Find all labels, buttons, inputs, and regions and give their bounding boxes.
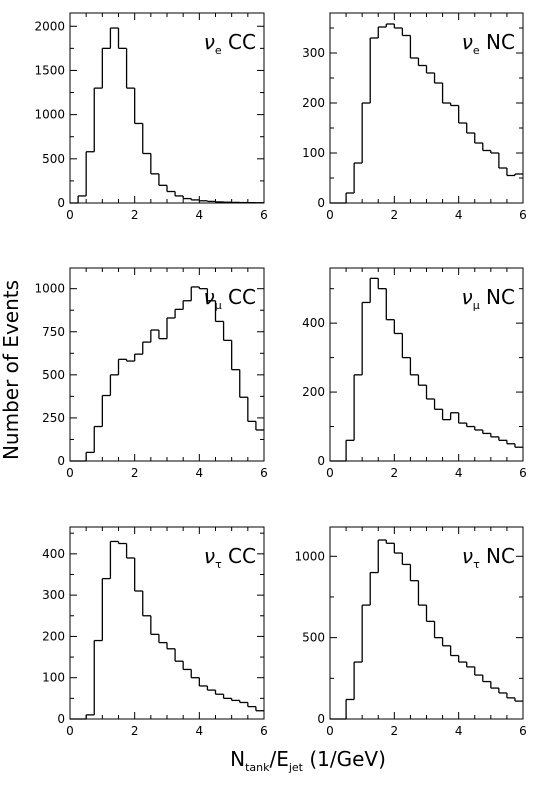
panel-label-type: NC — [480, 285, 515, 309]
panel-label-type: NC — [480, 30, 515, 54]
panel-label-flavor: e — [215, 44, 222, 57]
x-tick-label: 6 — [260, 466, 268, 480]
x-axis-title-sub2: jet — [288, 761, 304, 774]
panel-label-type: CC — [222, 30, 256, 54]
y-tick-label: 500 — [302, 631, 325, 645]
panel-label-type: CC — [222, 285, 256, 309]
panel-label-nu: ν — [462, 285, 473, 309]
panel-label-nu: ν — [462, 30, 473, 54]
x-tick-label: 0 — [66, 724, 74, 738]
y-tick-label: 1000 — [294, 549, 325, 563]
panel-label-flavor: μ — [215, 299, 222, 312]
x-tick-label: 6 — [260, 724, 268, 738]
x-tick-label: 4 — [455, 724, 463, 738]
x-tick-label: 2 — [391, 466, 399, 480]
x-tick-label: 2 — [131, 724, 139, 738]
x-tick-label: 6 — [519, 466, 527, 480]
y-tick-label: 750 — [42, 325, 65, 339]
x-tick-label: 4 — [455, 466, 463, 480]
x-tick-label: 2 — [391, 208, 399, 222]
panel-label: νe NC — [462, 30, 515, 57]
y-tick-label: 100 — [302, 146, 325, 160]
x-tick-label: 6 — [260, 208, 268, 222]
x-tick-label: 2 — [391, 724, 399, 738]
panel-label-nu: ν — [204, 30, 215, 54]
y-tick-label: 0 — [57, 454, 65, 468]
panel-label-nu: ν — [204, 285, 215, 309]
x-tick-label: 0 — [326, 208, 334, 222]
x-axis-title-tail: (1/GeV) — [303, 747, 386, 771]
y-axis-title: Number of Events — [0, 280, 23, 460]
x-tick-label: 0 — [66, 208, 74, 222]
panel-label: νμ CC — [204, 285, 256, 312]
panel-label: ντ CC — [204, 544, 256, 571]
y-tick-label: 500 — [42, 368, 65, 382]
x-axis-title: Ntank/Ejet (1/GeV) — [230, 747, 386, 774]
panel-label: νμ NC — [462, 285, 515, 312]
y-tick-label: 100 — [42, 671, 65, 685]
histogram-panel-6: 0 2 4 6 0 500 1000 ντ NC — [294, 526, 527, 738]
x-axis-title-mid: /E — [269, 747, 288, 771]
y-tick-label: 400 — [42, 547, 65, 561]
panel-label-flavor: μ — [473, 299, 480, 312]
y-tick-label: 2000 — [34, 19, 65, 33]
x-tick-label: 4 — [196, 208, 204, 222]
panel-label: νe CC — [204, 30, 256, 57]
y-tick-label: 0 — [317, 196, 325, 210]
x-tick-label: 0 — [326, 724, 334, 738]
panel-label-flavor: τ — [473, 558, 480, 571]
y-tick-label: 1000 — [34, 282, 65, 296]
y-tick-label: 1000 — [34, 108, 65, 122]
x-axis-title-sub1: tank — [245, 761, 270, 774]
y-tick-label: 250 — [42, 411, 65, 425]
y-tick-label: 200 — [42, 629, 65, 643]
x-tick-label: 6 — [519, 208, 527, 222]
x-tick-label: 2 — [131, 466, 139, 480]
y-tick-label: 0 — [317, 454, 325, 468]
y-tick-label: 200 — [302, 385, 325, 399]
x-tick-label: 2 — [131, 208, 139, 222]
panel-label-type: CC — [222, 544, 256, 568]
panel-label-flavor: τ — [215, 558, 222, 571]
y-tick-label: 300 — [302, 46, 325, 60]
y-tick-label: 1500 — [34, 63, 65, 77]
x-tick-label: 0 — [66, 466, 74, 480]
panel-label-flavor: e — [473, 44, 480, 57]
y-tick-label: 300 — [42, 588, 65, 602]
histogram-panel-5: 0 2 4 6 0 100 200 300 400 ντ CC — [42, 526, 268, 738]
x-tick-label: 6 — [519, 724, 527, 738]
x-tick-label: 0 — [326, 466, 334, 480]
y-tick-label: 500 — [42, 152, 65, 166]
x-axis-title-main: N — [230, 747, 245, 771]
y-tick-label: 400 — [302, 316, 325, 330]
x-tick-label: 4 — [196, 466, 204, 480]
panel-label-nu: ν — [462, 544, 473, 568]
y-tick-label: 0 — [317, 712, 325, 726]
x-tick-label: 4 — [455, 208, 463, 222]
histogram-panel-2: 0 2 4 6 0 100 200 300 νe NC — [302, 12, 527, 222]
y-tick-label: 200 — [302, 96, 325, 110]
x-tick-label: 4 — [196, 724, 204, 738]
histogram-panel-4: 0 2 4 6 0 200 400 νμ NC — [302, 267, 527, 480]
y-tick-label: 0 — [57, 196, 65, 210]
histogram-panel-1: 0 2 4 6 0 500 1000 1500 2000 νe CC — [34, 12, 268, 222]
y-tick-label: 0 — [57, 712, 65, 726]
histogram-panel-3: 0 2 4 6 0 250 500 750 1000 νμ CC — [34, 267, 268, 480]
panel-label-nu: ν — [204, 544, 215, 568]
panel-label-type: NC — [480, 544, 515, 568]
panel-label: ντ NC — [462, 544, 515, 571]
